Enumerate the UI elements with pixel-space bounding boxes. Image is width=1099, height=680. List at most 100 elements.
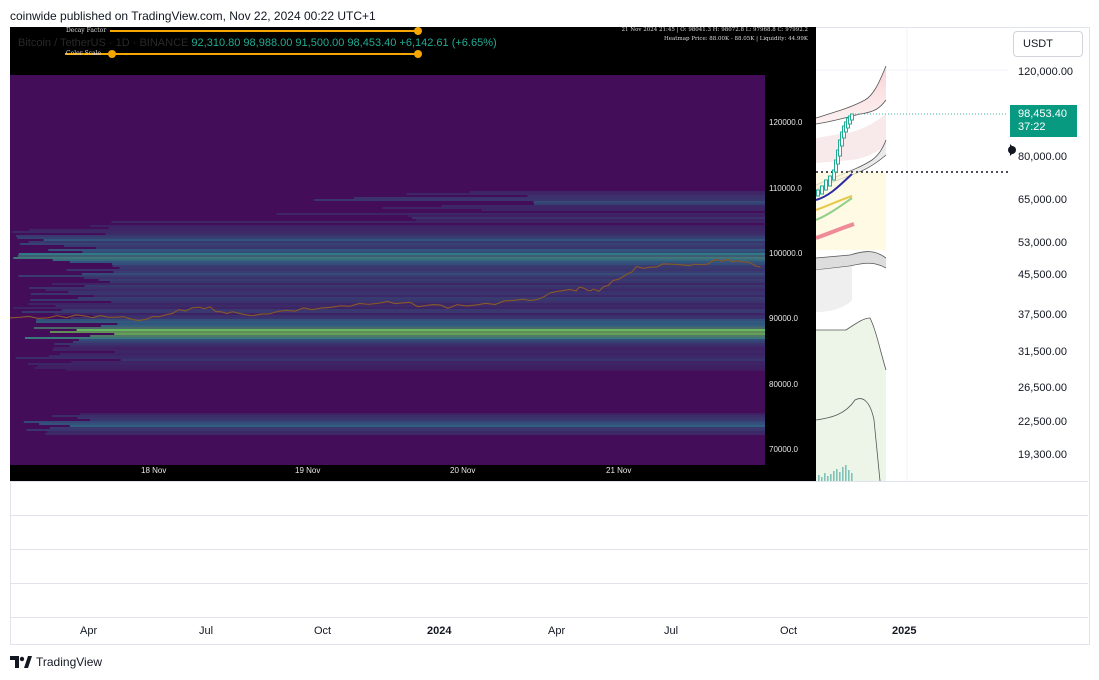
heatmap-row bbox=[55, 305, 766, 307]
heatmap-row bbox=[24, 337, 766, 339]
heatmap-row bbox=[15, 357, 765, 359]
price-candles bbox=[815, 113, 854, 201]
volume-bar bbox=[848, 470, 850, 481]
last-price-value: 98,453.40 bbox=[1018, 108, 1067, 120]
heatmap-row bbox=[415, 219, 765, 221]
volume-bar bbox=[818, 475, 820, 481]
heatmap-row bbox=[119, 267, 766, 269]
heatmap-row bbox=[93, 295, 766, 297]
heatmap-row bbox=[77, 417, 765, 419]
heatmap-row bbox=[28, 241, 766, 243]
heatmap-row bbox=[48, 249, 766, 251]
time-axis-tick: Apr bbox=[548, 625, 566, 637]
time-axis-tick: Jul bbox=[199, 625, 214, 637]
heatmap-row bbox=[17, 237, 765, 239]
liquidation-heatmap bbox=[9, 27, 816, 481]
heatmap-price-label: 110000.0 bbox=[769, 184, 802, 193]
candle bbox=[820, 185, 824, 195]
heatmap-row bbox=[92, 315, 766, 317]
volume-bar bbox=[836, 469, 838, 481]
color-scale-label: Color Scale bbox=[66, 50, 102, 57]
volume-bar bbox=[830, 474, 832, 481]
price-axis-tick: 45,500.00 bbox=[1018, 269, 1067, 281]
heatmap-row bbox=[54, 343, 766, 345]
scroll-handle-icon bbox=[1008, 146, 1016, 154]
heatmap-row bbox=[18, 275, 765, 277]
price-axis-tick: 65,000.00 bbox=[1018, 194, 1067, 206]
volume-bar bbox=[833, 471, 835, 481]
price-axis-tick: 19,300.00 bbox=[1018, 449, 1067, 461]
heatmap-row bbox=[412, 217, 765, 219]
heatmap-row bbox=[61, 309, 765, 311]
volume-bar bbox=[824, 473, 826, 481]
heatmap-row bbox=[109, 281, 766, 283]
price-axis-tick: 120,000.00 bbox=[1018, 66, 1074, 78]
heatmap-row bbox=[114, 351, 766, 353]
heatmap-row bbox=[18, 253, 766, 255]
heatmap-row bbox=[51, 415, 766, 417]
heatmap-row bbox=[71, 361, 766, 363]
heatmap-row bbox=[406, 193, 765, 195]
chart-grid bbox=[816, 27, 1008, 481]
heatmap-row bbox=[78, 339, 765, 341]
heatmap-row bbox=[27, 363, 765, 365]
heatmap-row bbox=[81, 273, 765, 275]
heatmap-row bbox=[13, 307, 766, 309]
heatmap-row bbox=[68, 291, 765, 293]
heatmap-row bbox=[108, 227, 766, 229]
tradingview-logo-icon bbox=[10, 656, 32, 668]
price-axis-tick: 37,500.00 bbox=[1018, 309, 1067, 321]
symbol-label: Bitcoin / TetherUS · 1D · BINANCE bbox=[18, 37, 189, 49]
heatmap-row bbox=[111, 301, 766, 303]
heatmap-row bbox=[100, 325, 766, 327]
heatmap-row bbox=[73, 341, 766, 343]
heatmap-row bbox=[13, 257, 765, 259]
currency-selector-button[interactable]: USDT bbox=[1013, 31, 1083, 57]
heatmap-row bbox=[30, 299, 766, 301]
heatmap-row bbox=[276, 213, 765, 215]
volume-bar bbox=[827, 476, 829, 481]
heatmap-row bbox=[90, 419, 765, 421]
time-axis-tick: Apr bbox=[80, 625, 98, 637]
heatmap-row bbox=[469, 191, 765, 193]
heatmap-row bbox=[113, 271, 766, 273]
heatmap-row bbox=[12, 231, 766, 233]
heatmap-row bbox=[353, 197, 765, 199]
heatmap-row bbox=[407, 215, 765, 217]
tradingview-logo[interactable]: TradingView bbox=[10, 655, 102, 669]
time-axis-tick: Oct bbox=[314, 625, 332, 637]
heatmap-row bbox=[15, 235, 766, 237]
heatmap-row bbox=[105, 233, 765, 235]
heatmap-row bbox=[36, 319, 766, 321]
heatmap-row bbox=[69, 261, 765, 263]
heatmap-row bbox=[111, 263, 766, 265]
heatmap-row bbox=[17, 255, 765, 257]
heatmap-row bbox=[47, 431, 765, 433]
publisher-header: coinwide published on TradingView.com, N… bbox=[10, 9, 376, 23]
heatmap-row bbox=[98, 279, 766, 281]
time-axis-tick: Jul bbox=[664, 625, 679, 637]
heatmap-date-label: 20 Nov bbox=[450, 466, 476, 475]
heatmap-row bbox=[54, 313, 766, 315]
heatmap-price-label: 90000.0 bbox=[769, 314, 798, 323]
heatmap-row bbox=[29, 287, 766, 289]
heatmap-row bbox=[39, 423, 766, 425]
heatmap-row bbox=[23, 421, 765, 423]
heatmap-row bbox=[69, 425, 765, 427]
price-axis-tick: 31,500.00 bbox=[1018, 346, 1067, 358]
heatmap-row bbox=[82, 251, 765, 253]
heatmap-row bbox=[120, 359, 766, 361]
heatmap-row bbox=[76, 329, 765, 331]
heatmap-row bbox=[21, 311, 765, 313]
trend-curve bbox=[815, 173, 853, 201]
candle bbox=[850, 113, 854, 121]
heatmap-row bbox=[45, 289, 766, 291]
heatmap-row bbox=[49, 331, 766, 333]
heatmap-row bbox=[527, 195, 765, 197]
pane-divider bbox=[10, 549, 1088, 550]
heatmap-row bbox=[37, 365, 765, 367]
heatmap-price-label: 120000.0 bbox=[769, 118, 803, 127]
ohlc-close: 98,453.40 bbox=[347, 37, 397, 49]
time-axis-tick: 2024 bbox=[427, 625, 452, 637]
